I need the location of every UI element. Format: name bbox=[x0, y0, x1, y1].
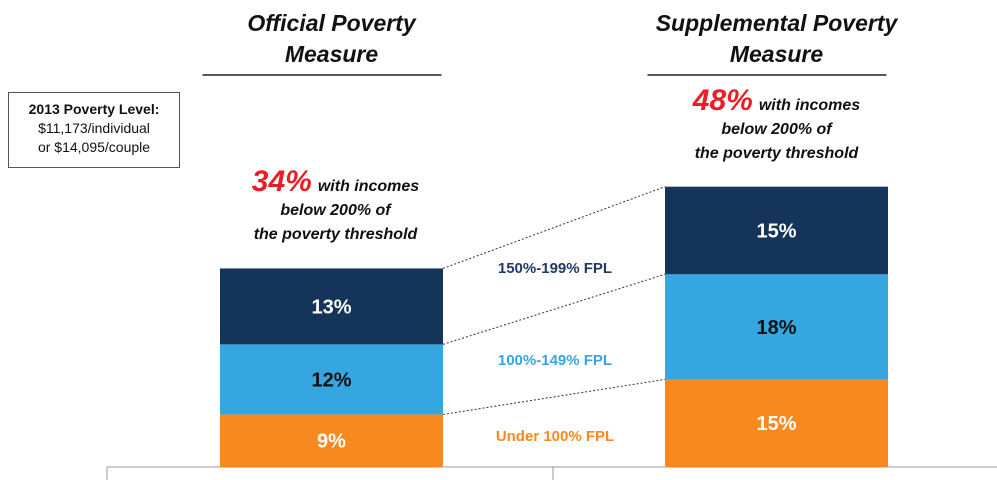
annotation-line: below 200% of bbox=[280, 202, 391, 220]
total-annotation: 34% with incomes below 200% of the poverty … bbox=[206, 167, 466, 247]
bar-segment bbox=[665, 186, 888, 275]
bar-segment bbox=[220, 344, 443, 415]
annotation-line: the poverty threshold bbox=[694, 144, 859, 162]
annotation-line: the poverty threshold bbox=[253, 226, 418, 244]
category-title: Supplemental Poverty Measure bbox=[655, 10, 898, 67]
total-label: 48% bbox=[692, 83, 753, 117]
bar-segment bbox=[220, 414, 443, 467]
total-label: 34% bbox=[251, 165, 312, 199]
connector bbox=[442, 186, 666, 269]
note-box: 2013 Poverty Level: $11,173/individual o… bbox=[8, 92, 180, 168]
note-line: or $14,095/couple bbox=[37, 139, 151, 155]
category-title: Official Poverty Measure bbox=[247, 10, 416, 67]
bar-segment bbox=[220, 268, 443, 345]
annotation-text: with incomes bbox=[317, 178, 420, 196]
note-title: 2013 Poverty Level: bbox=[28, 101, 160, 117]
connector bbox=[442, 378, 666, 415]
value-label: 18% bbox=[756, 317, 796, 339]
legend-label: 100%-149% FPL bbox=[497, 352, 613, 369]
value-label: 12% bbox=[311, 369, 351, 391]
bar-segment bbox=[665, 379, 888, 467]
connector bbox=[442, 273, 666, 345]
annotation-line: below 200% of bbox=[721, 120, 832, 138]
value-label: 9% bbox=[317, 431, 346, 453]
total-annotation: 48% with incomes below 200% of the poverty … bbox=[647, 85, 907, 166]
legend-label: 150%-199% FPL bbox=[497, 260, 613, 277]
legend-label: Under 100% FPL bbox=[495, 428, 615, 445]
note-line: $11,173/individual bbox=[38, 120, 150, 136]
annotation-line: 48% with incomes bbox=[647, 85, 907, 118]
value-label: 15% bbox=[756, 413, 796, 435]
bar-segment bbox=[665, 274, 888, 380]
value-label: 15% bbox=[756, 220, 796, 242]
annotation-line: 34% with incomes bbox=[206, 167, 466, 199]
annotation-text: with incomes bbox=[758, 96, 861, 114]
value-label: 13% bbox=[311, 296, 351, 318]
